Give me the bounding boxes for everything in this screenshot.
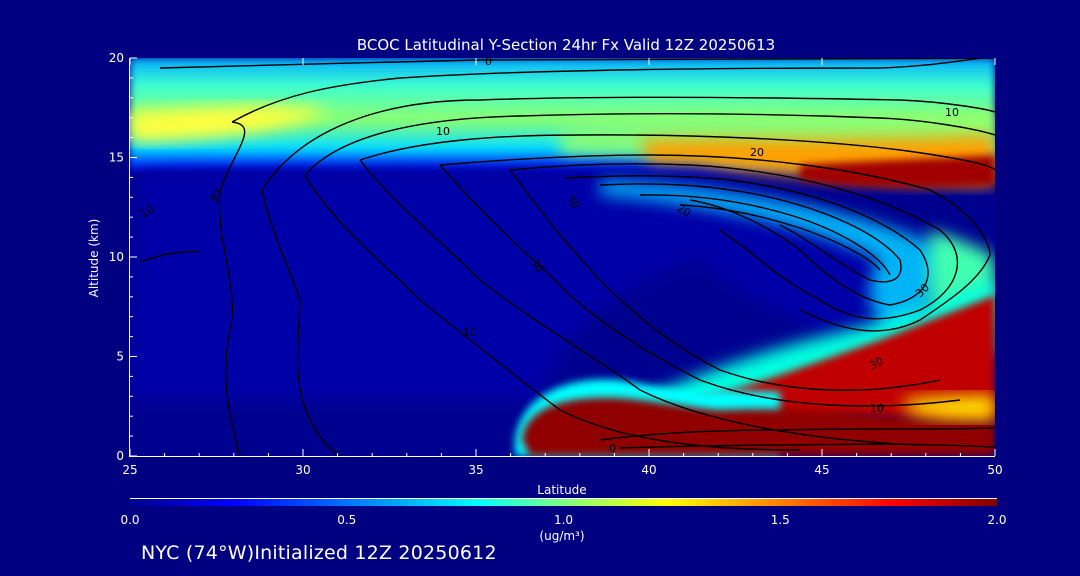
y-tick-label: 0: [116, 449, 124, 463]
contour-line-0-left: [231, 58, 991, 123]
contour-label: 30: [867, 354, 886, 372]
colorbar-tick-label: 1.0: [554, 513, 573, 527]
heatmap-region-dark-interior: [130, 167, 920, 400]
contour-line-30-a-descent: [439, 164, 961, 407]
contour-line-low-a: [599, 427, 995, 441]
contour-line-west-tiny: [139, 250, 201, 263]
contour-label: 20: [675, 201, 694, 219]
colorbar-ticks: 0.0 0.5 1.0 1.5 2.0: [120, 513, 1006, 527]
contour-lines: [139, 58, 995, 456]
colorbar: 0.0 0.5 1.0 1.5 2.0 (ug/m³): [120, 498, 1007, 543]
chart-title: BCOC Latitudinal Y-Section 24hr Fx Valid…: [357, 36, 775, 54]
contour-line-20-a: [359, 134, 995, 171]
contour-label: 10: [138, 202, 157, 220]
contour-line-low-b: [619, 443, 995, 449]
y-tick-label: 10: [109, 250, 124, 264]
contour-line-20-a-descent: [359, 159, 921, 446]
plot-frame: [129, 58, 995, 457]
contour-label: 0: [485, 55, 492, 68]
x-tick-label: 25: [122, 463, 137, 477]
x-tick-label: 30: [295, 463, 310, 477]
x-axis: 25 30 35 40 45 50: [122, 58, 1003, 477]
contour-label: 30: [206, 187, 224, 206]
contour-line-10-a: [261, 96, 995, 191]
contour-label: 10: [870, 402, 884, 415]
contour-label: 20: [750, 146, 764, 159]
colorbar-tick-label: 0.0: [120, 513, 139, 527]
contour-label: 10: [436, 125, 450, 138]
contour-line-10-b-descent: [304, 174, 801, 451]
contour-line-0-outer: [159, 58, 995, 69]
contour-line-30-b-descent: [509, 169, 941, 391]
heatmap-region-right-low-yellow: [905, 395, 995, 420]
heatmap-region-layer-17km: [130, 106, 330, 142]
colorbar-units: (ug/m³): [539, 529, 584, 543]
contour-line-inner-c: [639, 194, 891, 276]
contour-label: 0: [609, 442, 616, 455]
contour-line-10-a-descent: [261, 189, 341, 456]
y-tick-label: 20: [109, 51, 124, 65]
colorbar-swatch: [130, 499, 997, 506]
heatmap-region-upper-plume-core: [800, 155, 995, 188]
contour-label: 10: [463, 326, 477, 339]
colorbar-tick-label: 2.0: [987, 513, 1006, 527]
contour-line-inner-d: [679, 204, 881, 271]
contour-line-10-b: [304, 113, 995, 176]
contour-label: 10: [945, 106, 959, 119]
colorbar-tick-label: 0.5: [337, 513, 356, 527]
x-tick-label: 45: [814, 463, 829, 477]
initialized-label: NYC (74°W)Initialized 12Z 20250612: [141, 542, 497, 564]
contour-line-30-b: [509, 163, 959, 320]
y-axis: 0 5 10 15 20: [109, 51, 137, 463]
contour-line-30-a: [439, 154, 991, 332]
heatmap-region-mid-cyan: [600, 180, 951, 340]
contour-line-0-west: [218, 121, 246, 456]
x-axis-label: Latitude: [537, 483, 586, 497]
heatmap-field: [130, 58, 995, 456]
x-tick-label: 40: [641, 463, 656, 477]
y-tick-label: 5: [116, 350, 124, 364]
contour-line-inner-b: [599, 183, 902, 283]
x-tick-label: 50: [987, 463, 1002, 477]
y-tick-label: 15: [109, 151, 124, 165]
colorbar-tick-label: 1.5: [771, 513, 790, 527]
contour-line-inner-a: [564, 175, 929, 306]
x-tick-label: 35: [468, 463, 483, 477]
y-axis-label: Altitude (km): [87, 219, 101, 298]
